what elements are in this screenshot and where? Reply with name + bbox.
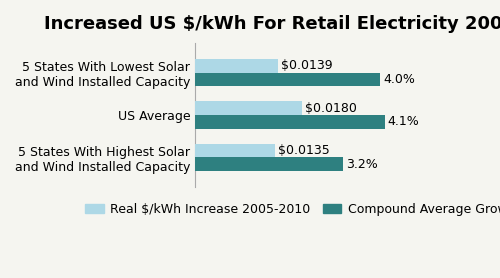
- Title: Increased US $/kWh For Retail Electricity 2005-2010: Increased US $/kWh For Retail Electricit…: [44, 15, 500, 33]
- Text: $0.0139: $0.0139: [280, 59, 332, 72]
- Bar: [195, 144, 275, 157]
- Bar: [195, 101, 302, 115]
- Text: 3.2%: 3.2%: [346, 158, 378, 171]
- Legend: Real $/kWh Increase 2005-2010, Compound Average Growth Rate: Real $/kWh Increase 2005-2010, Compound …: [80, 198, 500, 221]
- Bar: [195, 59, 278, 73]
- Text: 4.1%: 4.1%: [388, 115, 420, 128]
- Text: $0.0135: $0.0135: [278, 144, 330, 157]
- Text: 4.0%: 4.0%: [383, 73, 415, 86]
- Bar: [195, 115, 384, 128]
- Text: $0.0180: $0.0180: [305, 102, 356, 115]
- Bar: [195, 73, 380, 86]
- Bar: [195, 157, 343, 171]
